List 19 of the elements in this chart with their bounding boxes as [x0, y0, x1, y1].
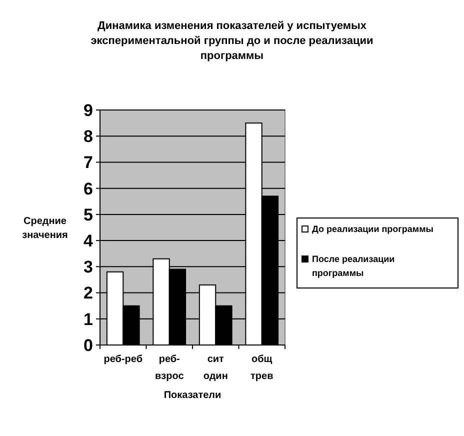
y-tick-label: 2 [84, 284, 93, 303]
x-tick-label: общ трев [250, 354, 274, 382]
x-tick-label: реб-реб [104, 354, 143, 365]
legend-label: После реализации программы [312, 254, 395, 278]
x-tick-label: сит один [203, 354, 228, 382]
y-tick-label: 5 [84, 205, 93, 224]
legend-label: До реализации программы [312, 224, 434, 234]
y-tick-label: 0 [84, 336, 93, 355]
y-tick-label: 8 [84, 127, 93, 146]
y-tick-label: 4 [84, 232, 94, 251]
y-tick-label: 7 [84, 153, 93, 172]
y-tick-label: 6 [84, 179, 93, 198]
x-axis-title: Показатели [164, 390, 222, 401]
y-tick-label: 3 [84, 258, 93, 277]
chart-title: Динамика изменения показателей у испытуемых экспериментальной группы до и после реализации программы [90, 20, 374, 62]
x-tick-label: реб-взрос [154, 354, 184, 382]
y-tick-label: 1 [84, 310, 93, 329]
y-tick-label: 9 [84, 100, 93, 120]
y-axis-title: Средние значения [22, 216, 68, 241]
